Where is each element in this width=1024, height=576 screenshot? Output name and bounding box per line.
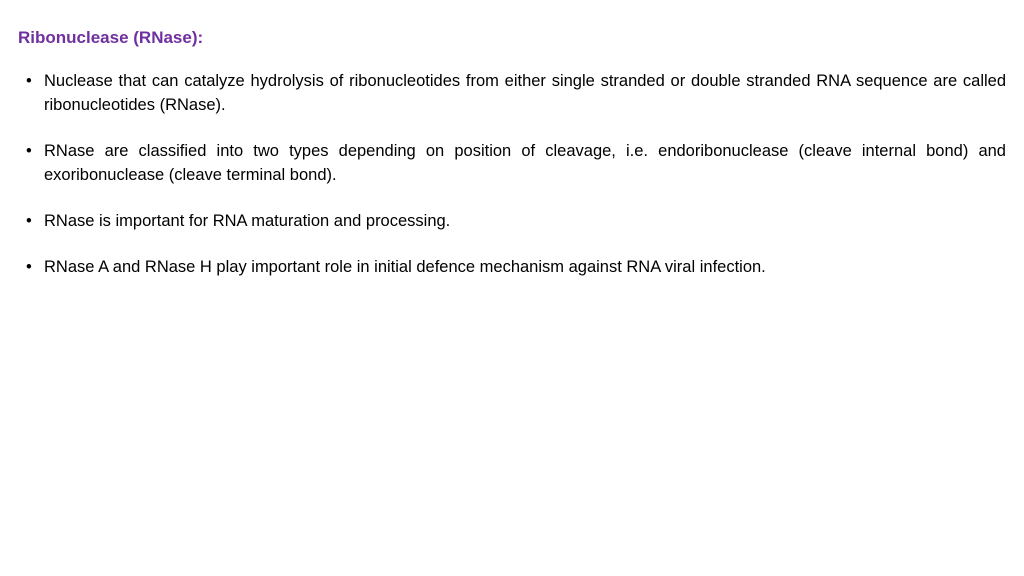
slide-title: Ribonuclease (RNase): xyxy=(18,28,1006,48)
list-item: RNase is important for RNA maturation an… xyxy=(26,210,1006,234)
bullet-list: Nuclease that can catalyze hydrolysis of… xyxy=(18,70,1006,280)
list-item: RNase are classified into two types depe… xyxy=(26,140,1006,188)
list-item: Nuclease that can catalyze hydrolysis of… xyxy=(26,70,1006,118)
list-item: RNase A and RNase H play important role … xyxy=(26,256,1006,280)
